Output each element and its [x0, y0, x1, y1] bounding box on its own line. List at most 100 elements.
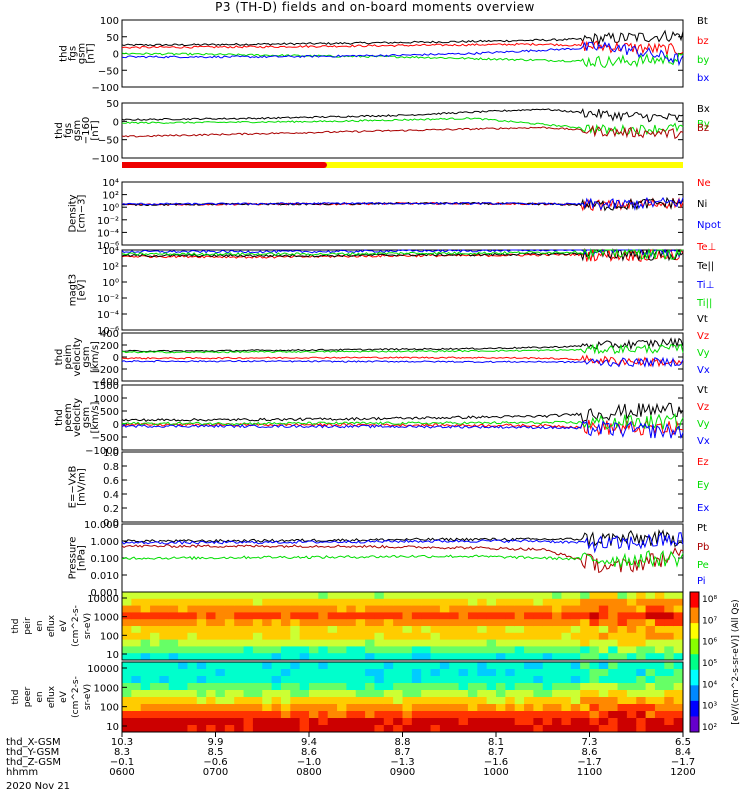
y-tick-label: 0.001	[90, 588, 119, 599]
spectrogram-cell	[458, 669, 469, 677]
spectrogram-cell	[458, 704, 469, 712]
spectrogram-cell	[140, 697, 151, 705]
spectrogram-cell	[673, 676, 684, 684]
spectrogram-cell	[159, 632, 170, 641]
spectrogram-cell	[243, 669, 254, 677]
spectrogram-cell	[626, 619, 637, 627]
spectrogram-cell	[645, 725, 656, 733]
spectrogram-cell	[243, 662, 254, 670]
series-line-by	[121, 117, 684, 136]
spectrogram-cell	[365, 697, 375, 705]
spectrogram-cell	[598, 653, 609, 661]
spectrogram-cell	[645, 646, 656, 654]
y-tick-label: 500	[100, 407, 119, 418]
spectrogram-cell	[309, 646, 319, 654]
spectrogram-cell	[224, 612, 235, 620]
spectrogram-cell	[673, 690, 684, 698]
spectrogram-cell	[215, 619, 226, 627]
spectrogram-cell	[337, 598, 347, 607]
spectrogram-cell	[168, 718, 179, 726]
spectrogram-cell	[626, 646, 637, 654]
spectrogram-cell	[150, 676, 160, 684]
spectrogram-cell	[309, 632, 319, 641]
spectrogram-cell	[187, 718, 198, 726]
spectrogram-cell	[159, 639, 170, 647]
y-tick-label: −1000	[85, 446, 119, 457]
spectrogram-cell	[439, 676, 450, 684]
spectrogram-cell	[421, 646, 432, 654]
spectrogram-cell	[411, 639, 422, 647]
y-tick-label: 0.6	[103, 476, 119, 487]
spectrogram-cell	[598, 683, 609, 691]
spectrogram-cell	[383, 619, 394, 627]
spectrogram-cell	[290, 598, 301, 607]
y-tick-label: 400	[100, 329, 119, 340]
spectrogram-cell	[654, 592, 665, 600]
spectrogram-cell	[159, 653, 170, 661]
spectrogram-cell	[654, 605, 665, 613]
spectrogram-cell	[411, 669, 422, 677]
spectrogram-cell	[280, 605, 291, 613]
spectrogram-cell	[477, 725, 488, 733]
spectrogram-cell	[411, 646, 422, 654]
spectrogram-cell	[524, 662, 534, 670]
spectrogram-cell	[393, 697, 403, 705]
spectrogram-cell	[580, 669, 590, 677]
spectrogram-cell	[467, 704, 478, 712]
spectrogram-cell	[430, 646, 441, 654]
spectrogram-cell	[477, 676, 488, 684]
spectrogram-cell	[374, 598, 385, 607]
spectrogram-cell	[140, 711, 151, 719]
spectrogram-cell	[589, 592, 600, 600]
spectrogram-cell	[598, 598, 609, 607]
spectrogram-cell	[187, 619, 198, 627]
x-tick-label: 6.5	[675, 737, 691, 748]
spectrogram-cell	[393, 676, 403, 684]
spectrogram-cell	[374, 632, 385, 641]
spectrogram-cell	[570, 592, 581, 600]
spectrogram-cell	[318, 605, 329, 613]
y-axis-label: [mV/m]	[77, 468, 88, 506]
spectrogram-cell	[374, 718, 385, 726]
spectrogram-cell	[496, 619, 506, 627]
spectrogram-cell	[365, 718, 375, 726]
spectrogram-cell	[178, 669, 188, 677]
spectrogram-cell	[561, 676, 572, 684]
spectrogram-cell	[673, 669, 684, 677]
spectrogram-cell	[327, 626, 338, 634]
spectrogram-cell	[477, 612, 488, 620]
spectrogram-cell	[636, 690, 647, 698]
spectrogram-cell	[439, 619, 450, 627]
spectrogram-cell	[280, 697, 291, 705]
spectrogram-cell	[589, 676, 600, 684]
spectrogram-cell	[159, 669, 170, 677]
spectrogram-cell	[552, 697, 562, 705]
spectrogram-cell	[402, 662, 413, 670]
spectrogram-cell	[383, 718, 394, 726]
spectrogram-cell	[318, 725, 329, 733]
spectrogram-cell	[430, 626, 441, 634]
spectrogram-cell	[215, 646, 226, 654]
spectrogram-cell	[178, 711, 188, 719]
colorbar-segment	[690, 669, 699, 686]
spectrogram-cell	[346, 605, 357, 613]
spectrogram-cell	[393, 718, 403, 726]
spectrogram-cell	[496, 690, 506, 698]
spectrogram-cell	[159, 646, 170, 654]
y-axis-label: eV	[59, 690, 69, 703]
spectrogram-cell	[187, 690, 198, 698]
spectrogram-cell	[234, 598, 245, 607]
spectrogram-cell	[645, 676, 656, 684]
spectrogram-cell	[542, 718, 553, 726]
spectrogram-cell	[608, 669, 619, 677]
spectrogram-cell	[561, 711, 572, 719]
spectrogram-cell	[168, 653, 179, 661]
spectrogram-cell	[206, 704, 216, 712]
spectrogram-cell	[561, 690, 572, 698]
spectrogram-cell	[252, 718, 263, 726]
spectrogram-cell	[467, 592, 478, 600]
spectrogram-cell	[439, 704, 450, 712]
spectrogram-cell	[505, 711, 516, 719]
x-axis-row-label: hhmm	[6, 767, 38, 778]
spectrogram-cell	[421, 725, 432, 733]
